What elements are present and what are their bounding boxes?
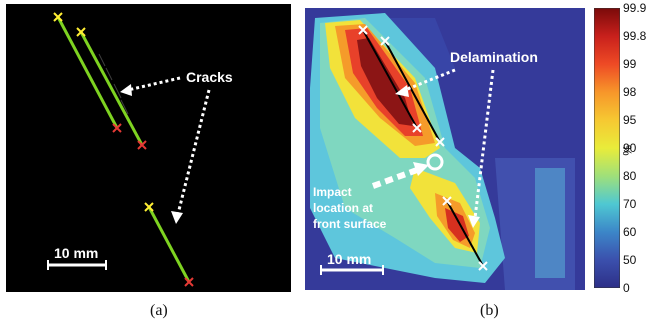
- colorbar-tick-label: 50: [623, 253, 637, 267]
- crack-texture: [98, 53, 129, 115]
- delam-arrowhead-1: [395, 85, 409, 97]
- impact-location-icon: [426, 153, 444, 171]
- delam-line-1: [362, 29, 418, 129]
- scale-label-b: 10 mm: [327, 251, 371, 267]
- delam-line-3: [446, 200, 484, 267]
- delamination-label: Delamination: [450, 49, 538, 65]
- arrowhead-2: [171, 211, 183, 224]
- delam-arrowhead-2: [468, 215, 480, 228]
- colorbar-tick-label: 90: [623, 141, 637, 155]
- colorbar-tick-label: 99.9: [623, 1, 647, 15]
- cracks-label: Cracks: [186, 69, 233, 85]
- colorbar-tick-label: 70: [623, 197, 637, 211]
- colorbar-tick-label: 99: [623, 57, 637, 71]
- delam-line-2: [384, 40, 441, 143]
- panel-a-svg: Cracks 10 mm: [47, 12, 233, 287]
- delam-markers: [358, 25, 488, 271]
- impact-label-line-1: Impact: [313, 185, 352, 199]
- panel-b-delamination-map: Delamination Impact location at front su…: [305, 8, 585, 290]
- start-markers: [53, 12, 154, 212]
- crack-line-1: [56, 16, 119, 129]
- colorbar-tick-label: 99.8: [623, 29, 647, 43]
- colorbar-tick-label: 0: [623, 281, 630, 295]
- colorbar-tick-label: 98: [623, 85, 637, 99]
- impact-label-line-2: location at: [313, 201, 373, 215]
- end-markers: [112, 123, 194, 287]
- crack-line-3: [147, 206, 191, 283]
- impact-arrow: [371, 167, 419, 189]
- colorbar-tick-label: 80: [623, 169, 637, 183]
- arrowhead-1: [120, 84, 132, 96]
- colorbar-tick-label: 60: [623, 225, 637, 239]
- caption-a: (a): [150, 302, 168, 319]
- crack-line-2: [79, 31, 144, 146]
- impact-arrowhead: [413, 162, 429, 176]
- panel-a-cracks-image: Cracks 10 mm: [6, 4, 291, 292]
- delamination-arrows: [404, 68, 495, 219]
- colorbar: [594, 8, 620, 288]
- caption-b: (b): [480, 302, 499, 319]
- cracks-arrows: [127, 76, 211, 215]
- panel-b-svg: Delamination Impact location at front su…: [305, 8, 585, 290]
- colorbar-tick-label: 95: [623, 113, 637, 127]
- scale-label-a: 10 mm: [54, 245, 98, 261]
- impact-label-line-3: front surface: [313, 217, 387, 231]
- colorbar-unit: %: [620, 145, 634, 156]
